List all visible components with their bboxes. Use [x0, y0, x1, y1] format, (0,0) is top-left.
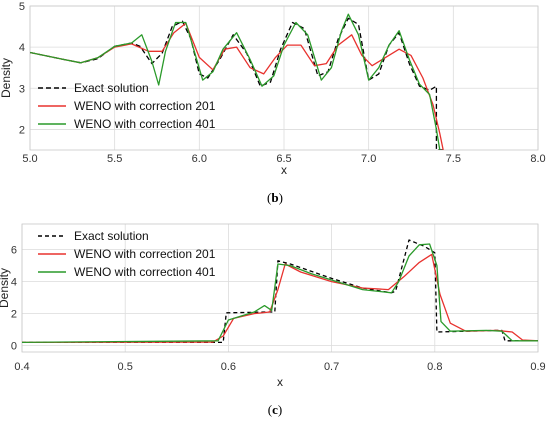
- plot-area: [22, 224, 538, 352]
- x-tick-label: 0.5: [118, 361, 133, 373]
- y-tick-label: 2: [19, 124, 25, 136]
- x-tick-label: 7.5: [446, 153, 461, 165]
- legend-label: Exact solution: [74, 81, 149, 95]
- plot-frame: [29, 5, 539, 151]
- y-axis-label: Density: [0, 268, 11, 308]
- x-tick-label: 6.0: [192, 153, 207, 165]
- caption-b: (b): [267, 190, 283, 205]
- x-tick-label: 0.9: [530, 361, 545, 373]
- x-tick-label: 6.5: [276, 153, 291, 165]
- series-line-3: [30, 13, 441, 150]
- series-line-3: [22, 243, 538, 344]
- series-group: [30, 13, 445, 150]
- x-tick-label: 0.6: [221, 361, 236, 373]
- series-group: [22, 239, 538, 344]
- legend-label: WENO with correction 401: [74, 117, 216, 131]
- y-tick-label: 3: [19, 83, 25, 95]
- series-line-2: [30, 22, 444, 150]
- y-tick-label: 6: [11, 245, 17, 257]
- y-tick-label: 0: [11, 341, 17, 353]
- y-tick-label: 5: [19, 1, 25, 13]
- y-tick-label: 2: [11, 309, 17, 321]
- chart-b: 5.0 5.5 6.0 6.5 7.0 7.5 8.0 2 3 4 5 x Density Exact s…: [0, 1, 546, 177]
- y-tick-label: 4: [11, 277, 17, 289]
- legend: Exact solution WENO with correction 201 WE…: [38, 81, 216, 131]
- x-tick-label: 8.0: [530, 153, 545, 165]
- y-tick-label: 4: [19, 42, 25, 54]
- legend-label: WENO with correction 401: [74, 265, 216, 279]
- x-tick-label: 0.8: [427, 361, 442, 373]
- plot-frame: [21, 223, 539, 353]
- x-tick-label: 0.4: [14, 361, 29, 373]
- legend-label: WENO with correction 201: [74, 247, 216, 261]
- x-axis-label: x: [277, 375, 283, 389]
- x-tick-label: 7.0: [361, 153, 376, 165]
- chart-c: 0.4 0.5 0.6 0.7 0.8 0.9 0 2 4 6 x Density Exact solu…: [0, 223, 546, 389]
- x-tick-label: 0.7: [324, 361, 339, 373]
- x-axis-label: x: [281, 163, 287, 177]
- legend: Exact solution WENO with correction 201 WE…: [38, 229, 216, 279]
- x-tick-label: 5.5: [107, 153, 122, 165]
- x-tick-label: 5.0: [22, 153, 37, 165]
- legend-label: WENO with correction 201: [74, 99, 216, 113]
- caption-c: (c): [268, 402, 282, 417]
- series-line-1: [30, 17, 445, 150]
- legend-label: Exact solution: [74, 229, 149, 243]
- y-axis-label: Density: [0, 58, 13, 98]
